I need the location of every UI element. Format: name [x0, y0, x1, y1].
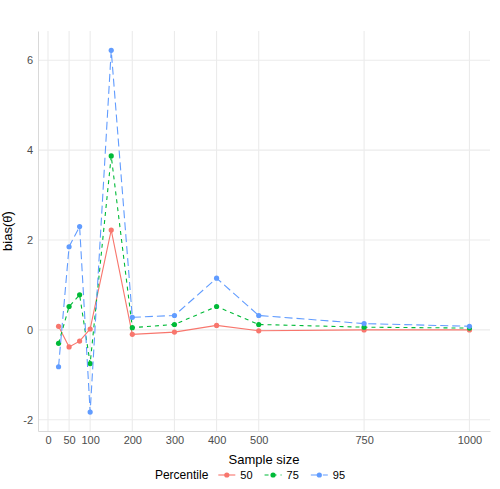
tick-label: -2 [23, 414, 33, 426]
tick: 0 [45, 431, 51, 446]
axis-line [38, 32, 39, 432]
series-line [59, 50, 470, 412]
tick: 300 [166, 431, 184, 446]
tick: -2 [23, 414, 38, 426]
legend-label: 95 [333, 469, 345, 481]
x-grid-line [216, 31, 217, 431]
legend: Percentile 50 75 95 [155, 468, 345, 482]
series-point [109, 48, 114, 53]
x-axis-title: Sample size [229, 452, 300, 467]
legend-marker [317, 472, 322, 477]
x-grid-line [174, 31, 175, 431]
series-point [214, 323, 219, 328]
series-line [59, 156, 470, 364]
legend-item: 50 [218, 469, 252, 481]
series-point [214, 276, 219, 281]
series-point [256, 328, 261, 333]
legend-title: Percentile [155, 468, 209, 482]
legend-marker [224, 472, 229, 477]
series-point [56, 324, 61, 329]
series-line [59, 230, 470, 347]
tick: 1000 [458, 431, 482, 446]
series-point [56, 364, 61, 369]
series-point [256, 322, 261, 327]
series-point [109, 228, 114, 233]
x-grid-line [47, 31, 48, 431]
x-grid-line [364, 31, 365, 431]
series-point [66, 344, 71, 349]
series-point [130, 332, 135, 337]
tick-label: 200 [124, 434, 142, 446]
tick-label: 2 [27, 234, 33, 246]
legend-item: 75 [265, 469, 299, 481]
series-point [66, 304, 71, 309]
tick-label: 0 [45, 434, 51, 446]
y-grid-line [38, 419, 490, 420]
tick-label: 300 [166, 434, 184, 446]
tick-label: 500 [250, 434, 268, 446]
series-point [77, 339, 82, 344]
grid [38, 31, 490, 431]
x-grid-line [469, 31, 470, 431]
legend-marker [270, 472, 275, 477]
series-point [109, 153, 114, 158]
tick: 200 [124, 431, 142, 446]
legend-label: 75 [287, 469, 299, 481]
tick-label: 400 [208, 434, 226, 446]
tick-label: 100 [81, 434, 99, 446]
series-point [77, 292, 82, 297]
tick: 0 [27, 324, 38, 336]
tick-label: 0 [27, 324, 33, 336]
y-axis-title: bias(θ̂) [0, 211, 15, 251]
series-point [88, 326, 93, 331]
tick-label: 1000 [458, 434, 482, 446]
tick: 750 [355, 431, 373, 446]
plot-area [56, 48, 472, 415]
legend-item: 95 [311, 469, 345, 481]
tick-label: 4 [27, 144, 33, 156]
series-point [361, 321, 366, 326]
x-grid-line [69, 31, 70, 431]
series-point [172, 322, 177, 327]
tick: 2 [27, 234, 38, 246]
tick: 400 [208, 431, 226, 446]
y-grid-line [38, 239, 490, 240]
series-point [214, 304, 219, 309]
tick: 500 [250, 431, 268, 446]
x-grid-line [258, 31, 259, 431]
x-grid-line [132, 31, 133, 431]
tick: 100 [81, 431, 99, 446]
series-point [88, 410, 93, 415]
tick: 50 [63, 431, 75, 446]
series-point [172, 330, 177, 335]
tick-label: 50 [63, 434, 75, 446]
y-grid-line [38, 60, 490, 61]
series-point [130, 315, 135, 320]
x-grid-line [90, 31, 91, 431]
legend-label: 50 [240, 469, 252, 481]
series-point [66, 244, 71, 249]
tick-label: 6 [27, 54, 33, 66]
series-point [130, 325, 135, 330]
series-point [467, 324, 472, 329]
series-point [172, 313, 177, 318]
tick: 6 [27, 54, 38, 66]
tick: 4 [27, 144, 38, 156]
series-point [77, 224, 82, 229]
chart: 0 50 100 200 300 400 500 750 1000 -2 0 2 4 6 Sample si… [0, 0, 500, 489]
tick-label: 750 [355, 434, 373, 446]
series-point [88, 361, 93, 366]
axis-line [39, 431, 491, 432]
series-point [256, 313, 261, 318]
y-axis: -2 0 2 4 6 [23, 32, 38, 432]
x-axis: 0 50 100 200 300 400 500 750 1000 [39, 431, 491, 446]
